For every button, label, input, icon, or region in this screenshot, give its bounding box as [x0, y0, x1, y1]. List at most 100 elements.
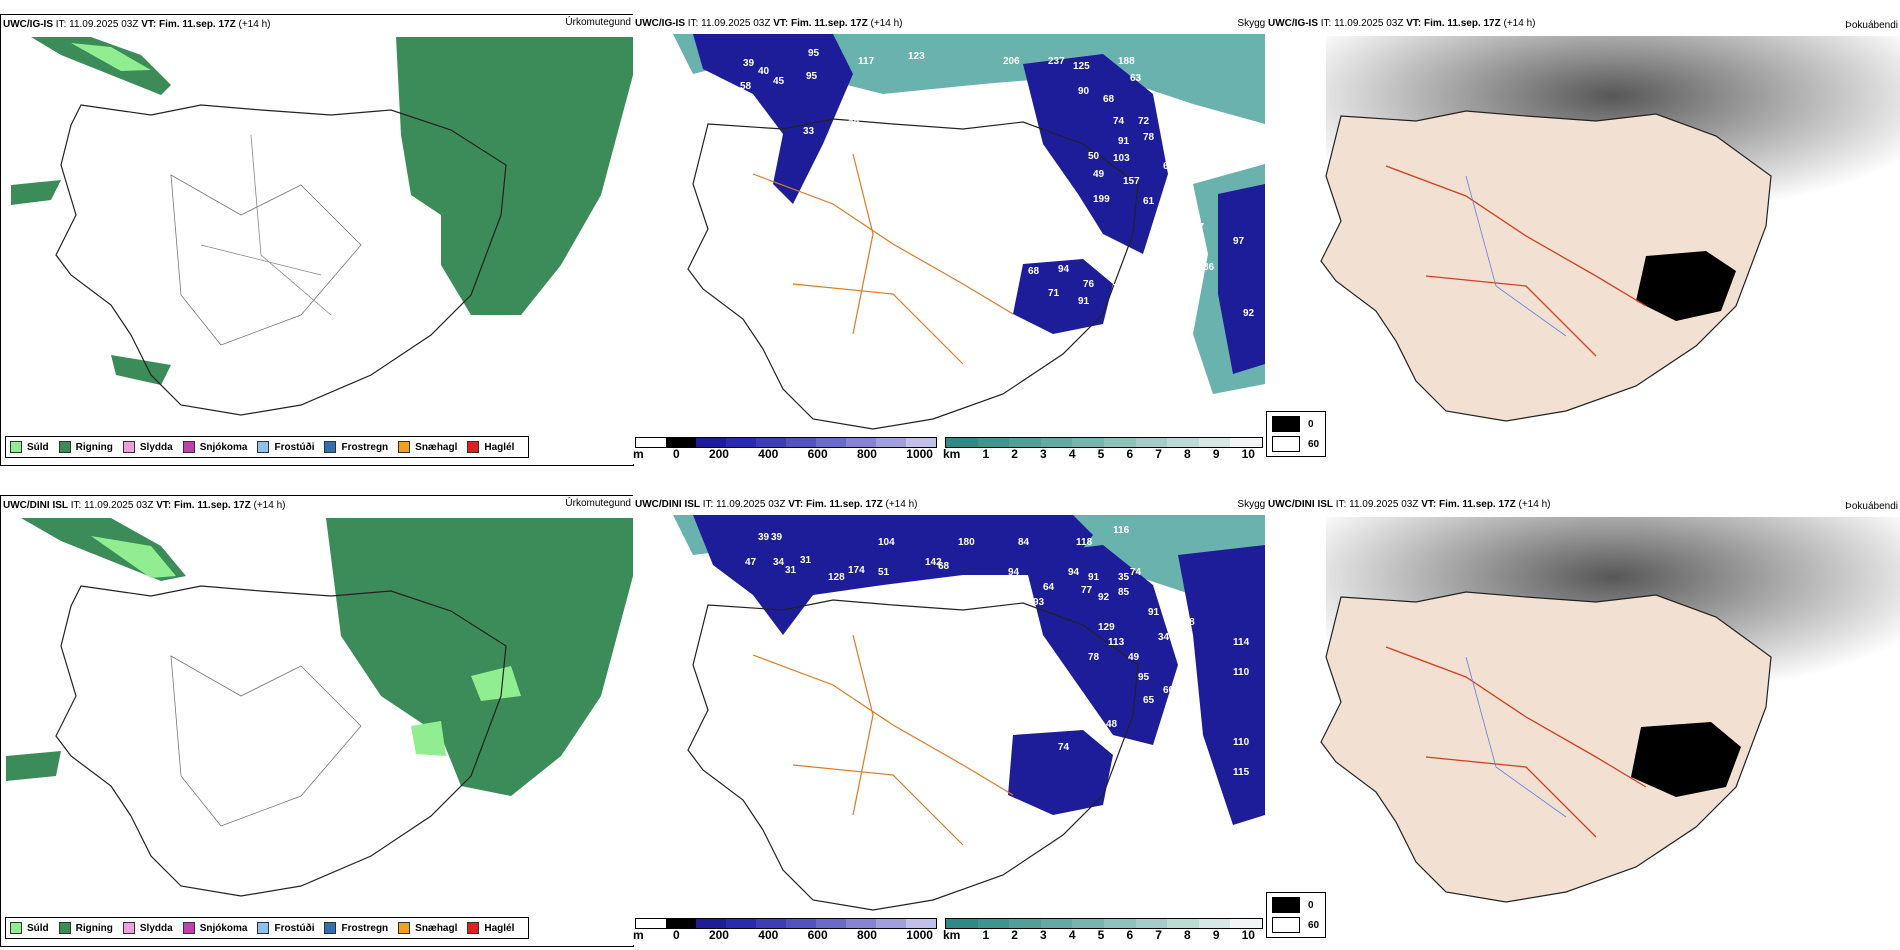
cloud-base-label: 188 [1178, 617, 1195, 628]
precip-map [1, 518, 633, 918]
cloud-base-label: 34 [773, 557, 785, 568]
cloud-base-label: 88 [1163, 241, 1175, 252]
legend-item: Rigning [58, 441, 113, 453]
cloud-base-label: 71 [1048, 288, 1060, 299]
cloud-base-label: 132 [843, 96, 860, 107]
cloud-base-label: 97 [1193, 222, 1205, 233]
cloud-base-label: 50 [1101, 732, 1113, 743]
cloud-base-label: 86 [1163, 186, 1175, 197]
panel-title: Úrkomutegund [565, 498, 631, 509]
cloud-base-label: 95 [808, 48, 820, 59]
low-cloud-se [1013, 259, 1113, 334]
cloud-base-label: 58 [740, 81, 752, 92]
cloud-base-label: 92 [1098, 592, 1110, 603]
low-cloud-e [1178, 545, 1265, 825]
cloud-base-label: 33 [803, 126, 815, 137]
cloud-base-label: 34 [1158, 632, 1170, 643]
cloud-base-label: 180 [958, 537, 975, 548]
cloud-base-label: 50 [1088, 151, 1100, 162]
cloud-base-label: 94 [1008, 567, 1020, 578]
visibility-panel-row2: UWC/DINI ISL IT: 11.09.2025 03Z VT: Fim.… [633, 495, 1265, 945]
cloud-base-label: 42 [753, 226, 765, 237]
cloud-base-label: 40 [758, 66, 770, 77]
visibility-colorbar [945, 437, 1263, 448]
fog-map [1266, 517, 1900, 945]
cloud-base-label: 128 [828, 572, 845, 583]
cloud-base-label: 45 [773, 76, 785, 87]
low-cloud-ne [1023, 54, 1168, 254]
cloud-base-label: 77 [1081, 585, 1093, 596]
cloud-base-label: 65 [1163, 161, 1175, 172]
cloud-base-label: 61 [1143, 196, 1155, 207]
cloud-base-label: 110 [1233, 737, 1250, 748]
cloud-base-label: 91 [1088, 572, 1100, 583]
cloud-base-label: 157 [1153, 273, 1170, 284]
panel-header: UWC/DINI ISL IT: 11.09.2025 03Z VT: Fim.… [635, 499, 918, 510]
fog-indicator-panel-row1: UWC/IG-IS IT: 11.09.2025 03Z VT: Fim. 11… [1266, 14, 1900, 464]
precip-type-panel-row2: UWC/DINI ISL IT: 11.09.2025 03Z VT: Fim.… [0, 495, 634, 947]
iceland-outline [55, 104, 507, 416]
iceland-outline [55, 585, 507, 897]
cloud-base-label: 88 [848, 116, 860, 127]
legend-item: Frostregn [324, 922, 388, 934]
cloud-base-label: 103 [1113, 153, 1130, 164]
cloud-base-label: 157 [1123, 176, 1140, 187]
cloud-base-label: 90 [1078, 86, 1090, 97]
cloud-base-label: 74 [1113, 116, 1125, 127]
cloud-base-label: 174 [848, 565, 865, 576]
cloud-base-label: 188 [1118, 56, 1135, 67]
cloud-base-label: 118 [1076, 537, 1093, 548]
rain-blob [6, 751, 61, 781]
cloud-base-label: 51 [878, 567, 890, 578]
panel-header: UWC/IG-IS IT: 11.09.2025 03Z VT: Fim. 11… [1268, 18, 1536, 29]
panel-header: UWC/IG-IS IT: 11.09.2025 03Z VT: Fim. 11… [635, 18, 903, 29]
cloud-base-label: 142 [925, 557, 942, 568]
rain-blob [11, 180, 61, 205]
precip-legend: Súld Rigning Slydda Snjókoma Frostúði Fr… [5, 917, 530, 939]
drizzle-light [411, 721, 446, 756]
drizzle-light [71, 43, 151, 71]
legend-item: Snjókoma [182, 441, 247, 453]
cloud-base-label: 199 [1093, 194, 1110, 205]
cloud-base-label: 206 [1003, 56, 1020, 67]
cloud-base-label: 91 [1118, 136, 1130, 147]
cloud-base-label: 86 [1203, 262, 1215, 273]
iceland-outline [687, 118, 1139, 430]
cloud-base-label: 113 [1108, 637, 1125, 648]
visibility-panel-row1: UWC/IG-IS IT: 11.09.2025 03Z VT: Fim. 11… [633, 14, 1265, 464]
cloud-base-label: 63 [1130, 73, 1142, 84]
cloud-base-label: 114 [1233, 637, 1250, 648]
legend-item: Súld [10, 922, 49, 934]
cloud-base-label: 93 [1033, 597, 1045, 608]
iceland-land [1320, 110, 1772, 422]
cloud-base-label: 78 [1143, 132, 1155, 143]
cloud-base-label: 72 [1138, 116, 1150, 127]
legend-item: Haglél [467, 441, 514, 453]
cloudbase-colorbar [635, 437, 937, 448]
cloud-base-label: 51 [1168, 216, 1180, 227]
cloud-base-label: 117 [858, 56, 875, 67]
visibility-ticks: km 1 2 3 4 5 6 7 8 9 10 [943, 928, 1255, 942]
cloudbase-colorbar [635, 918, 937, 929]
rain-blob [111, 355, 171, 385]
cloud-base-label: 94 [803, 241, 815, 252]
cloud-base-label: 49 [1128, 652, 1140, 663]
cloudbase-ticks: m 0 200 400 600 800 1000 [633, 928, 933, 942]
low-cloud-ne [1023, 545, 1178, 745]
panel-title: Skyggni [1237, 18, 1265, 29]
panel-title: Þokuábendi [1845, 20, 1898, 31]
cloud-base-label: 237 [1048, 56, 1065, 67]
cloud-base-label: 94 [1058, 264, 1070, 275]
low-cloud-se [1008, 730, 1113, 815]
cloud-base-label: 68 [1028, 266, 1040, 277]
cloud-base-label: 125 [1073, 61, 1090, 72]
fog-map [1266, 36, 1900, 464]
panel-header: UWC/DINI ISL IT: 11.09.2025 03Z VT: Fim.… [3, 500, 286, 511]
cloud-base-label: 91 [1148, 607, 1160, 618]
precip-map [1, 37, 633, 437]
cloud-base-label: 65 [1143, 695, 1155, 706]
cloud-base-label: 68 [938, 561, 950, 572]
cloud-base-label: 49 [1093, 169, 1105, 180]
